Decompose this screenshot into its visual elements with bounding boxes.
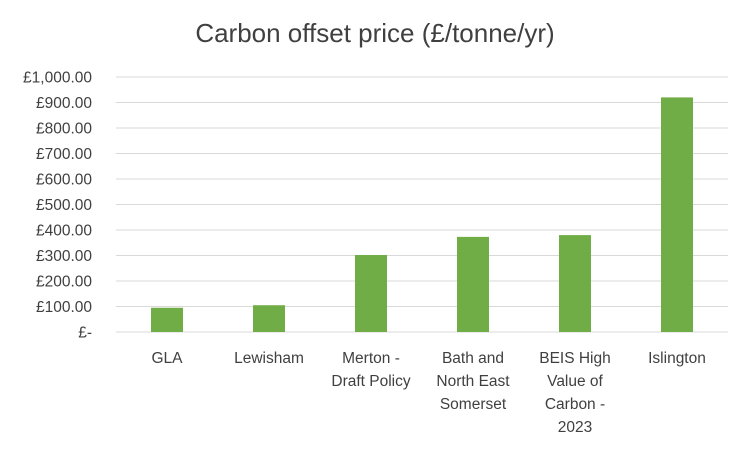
x-tick-label-line: GLA [151,350,183,367]
x-tick-label-line: Carbon - [545,396,605,413]
x-tick-label-line: BEIS High [539,350,611,367]
x-tick-label-line: Lewisham [234,350,304,367]
y-tick-label: £300.00 [36,248,92,265]
bar [151,307,183,332]
x-tick-label: Bath and North East Somerset [436,350,510,413]
bar [559,235,591,332]
x-tick-label-line: Value of [547,373,603,390]
x-tick-label-line: 2023 [558,419,592,436]
y-tick-label: £200.00 [36,274,92,291]
x-tick-label-line: Islington [648,350,706,367]
x-tick-label: Merton - Draft Policy [331,350,410,390]
x-tick-label: Lewisham [234,350,304,367]
x-tick-label-line: Merton - [342,350,400,367]
y-tick-label: £800.00 [36,121,92,138]
x-tick-label-line: Bath and [442,350,504,367]
y-tick-label: £700.00 [36,146,92,163]
bar [355,254,387,332]
chart-title: Carbon offset price (£/tonne/yr) [195,18,555,48]
y-tick-label: £500.00 [36,197,92,214]
y-tick-label: £1,000.00 [23,70,92,87]
bar [661,97,693,333]
y-tick-label: £100.00 [36,299,92,316]
x-tick-label-line: North East [436,373,510,390]
x-tick-label: BEIS High Value of Carbon - 2023 [539,350,611,436]
y-tick-label: £600.00 [36,172,92,189]
y-tick-label: £900.00 [36,95,92,112]
x-tick-label: GLA [151,350,183,367]
y-tick-label: £400.00 [36,223,92,240]
x-tick-label-line: Draft Policy [331,373,410,390]
bar [457,236,489,332]
x-tick-label: Islington [648,350,706,367]
bar [253,305,285,332]
y-tick-label: £- [78,325,92,342]
x-tick-label-line: Somerset [440,396,507,413]
